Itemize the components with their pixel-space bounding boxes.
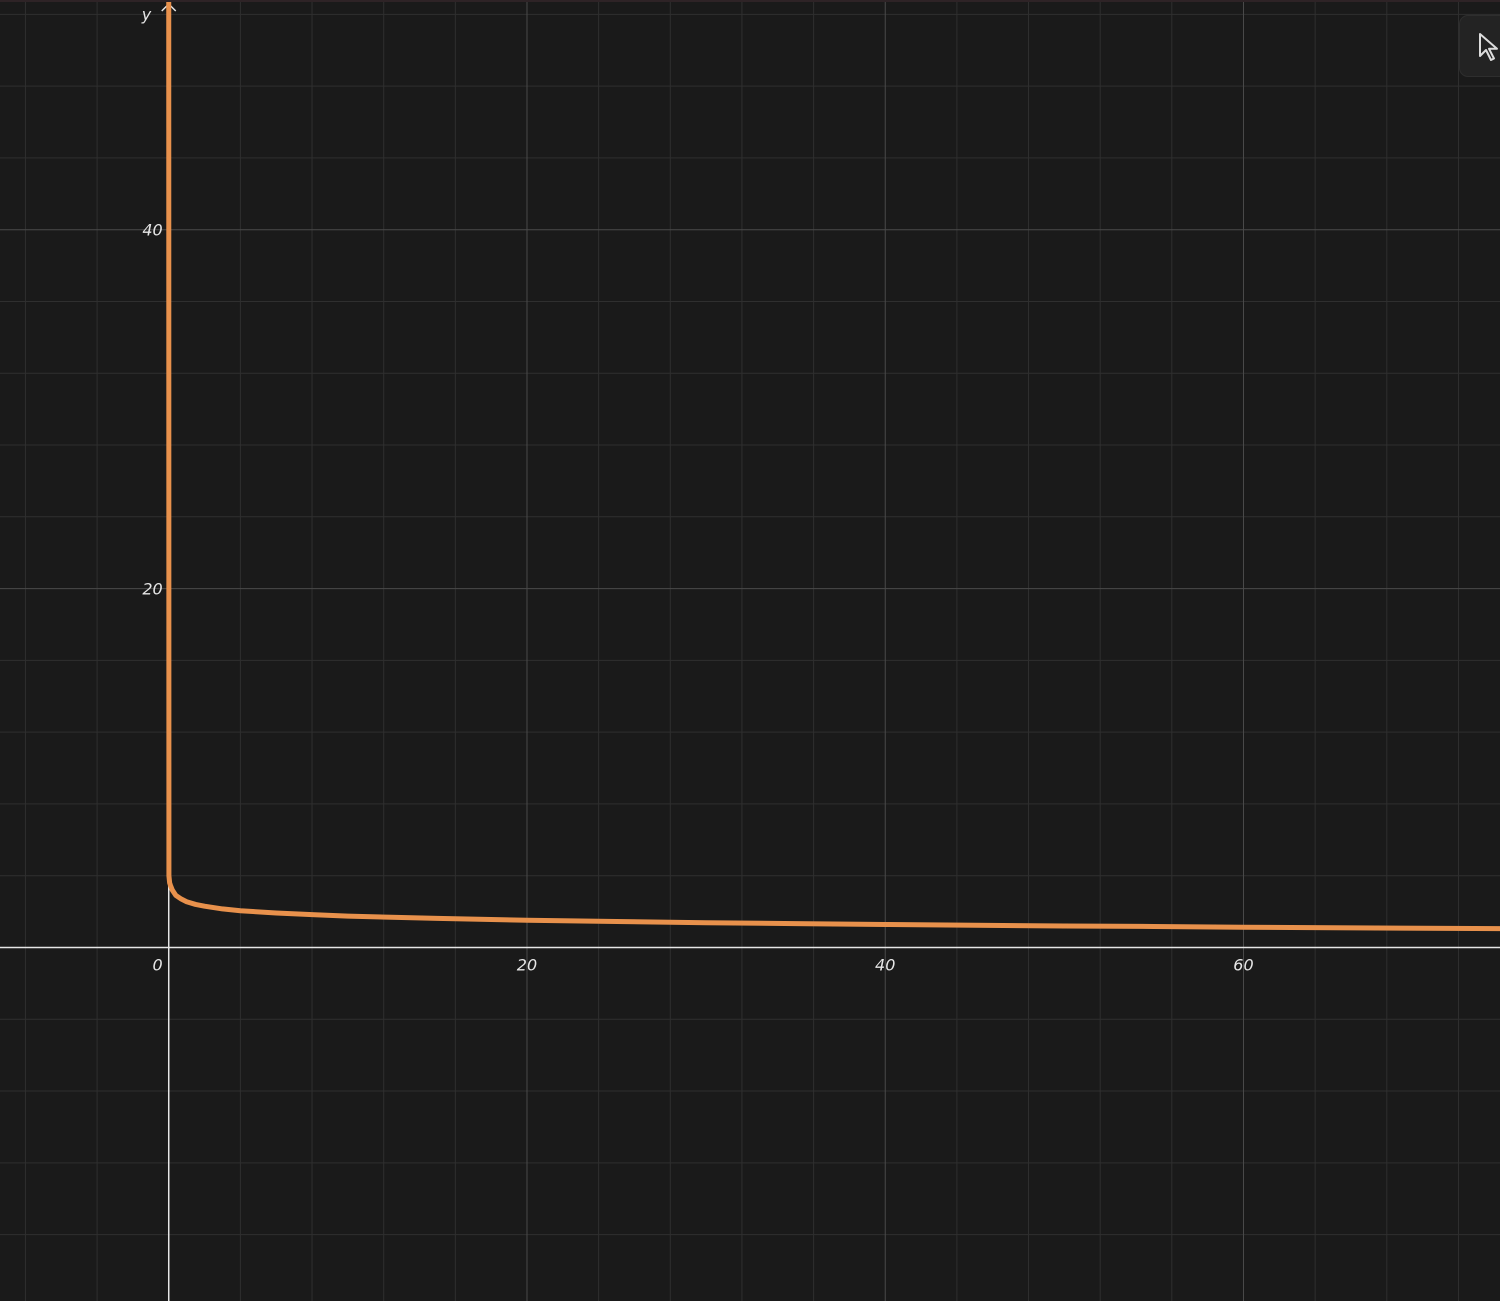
x-tick-label: 20 (517, 955, 537, 974)
x-tick-label: 0 (153, 955, 163, 974)
tick-labels: 0 20 40 60 20 40 (142, 221, 1253, 975)
cursor-arrow-icon (1479, 33, 1498, 61)
y-tick-label: 40 (142, 221, 162, 240)
pointer-tool-button[interactable] (1459, 15, 1500, 77)
function-curve[interactable] (166, 0, 1500, 932)
top-border (0, 0, 1500, 2)
y-tick-label: 20 (142, 580, 162, 599)
y-axis-label: y (141, 5, 152, 24)
x-tick-label: 60 (1233, 955, 1253, 974)
x-tick-label: 40 (875, 955, 895, 974)
